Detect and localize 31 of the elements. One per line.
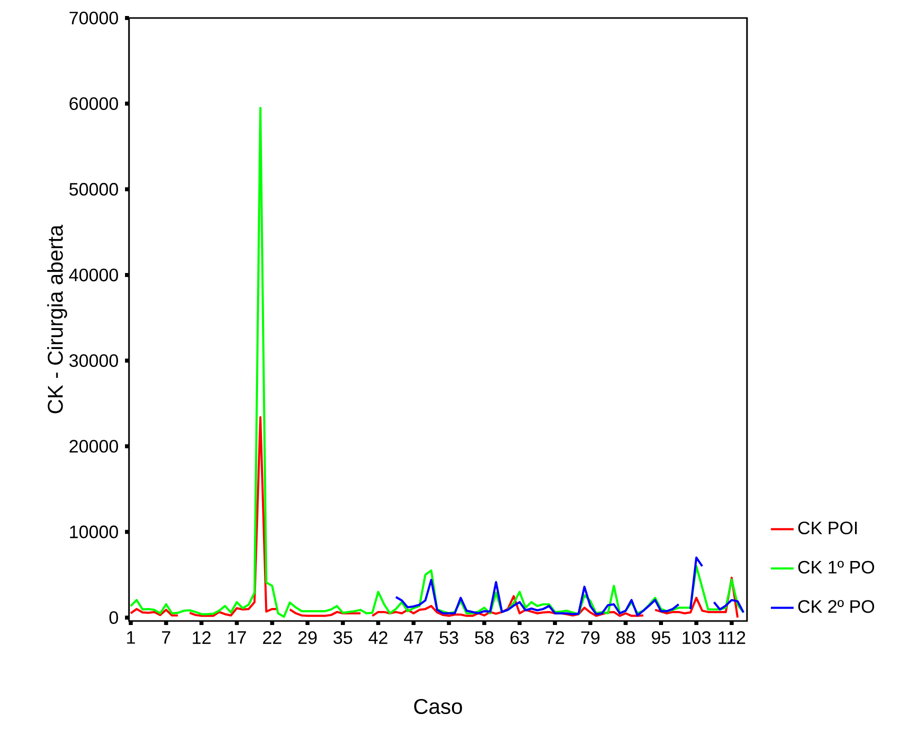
y-tick-label: 0 — [109, 611, 118, 624]
y-tick-label: 60000 — [70, 97, 118, 110]
x-tick-label: 17 — [228, 631, 246, 644]
legend-label: CK 2º PO — [798, 600, 874, 613]
y-tick-label: 20000 — [70, 440, 118, 453]
x-tick-label: 22 — [263, 631, 282, 644]
x-tick-label: 95 — [652, 631, 670, 644]
y-tick-label: 50000 — [69, 182, 118, 196]
x-tick-label: 79 — [581, 631, 600, 644]
x-tick-label: 7 — [162, 631, 170, 644]
y-tick-label: 40000 — [69, 268, 118, 282]
x-tick-label: 88 — [616, 631, 635, 644]
x-tick-label: 58 — [474, 631, 494, 644]
x-tick-label: 112 — [718, 631, 746, 644]
legend-label: CK POI — [798, 522, 857, 534]
x-tick-label: 63 — [510, 631, 529, 644]
x-tick-label: 42 — [368, 631, 388, 644]
x-tick-label: 53 — [440, 631, 458, 644]
x-tick-label: 47 — [404, 631, 423, 644]
y-tick-label: 10000 — [70, 526, 118, 538]
x-tick-label: 12 — [192, 631, 211, 644]
y-tick-label: 30000 — [69, 354, 118, 367]
x-tick-label: 29 — [298, 631, 317, 644]
x-axis-title: Caso — [414, 698, 462, 714]
x-tick-label: 103 — [682, 631, 711, 644]
x-tick-label: 1 — [127, 631, 135, 644]
y-axis-title: CK - Cirurgia aberta — [47, 224, 68, 414]
x-tick-label: 35 — [334, 631, 352, 644]
y-tick-label: 70000 — [70, 12, 118, 24]
x-tick-label: 72 — [546, 631, 564, 644]
legend-label: CK 1º PO — [798, 560, 874, 574]
